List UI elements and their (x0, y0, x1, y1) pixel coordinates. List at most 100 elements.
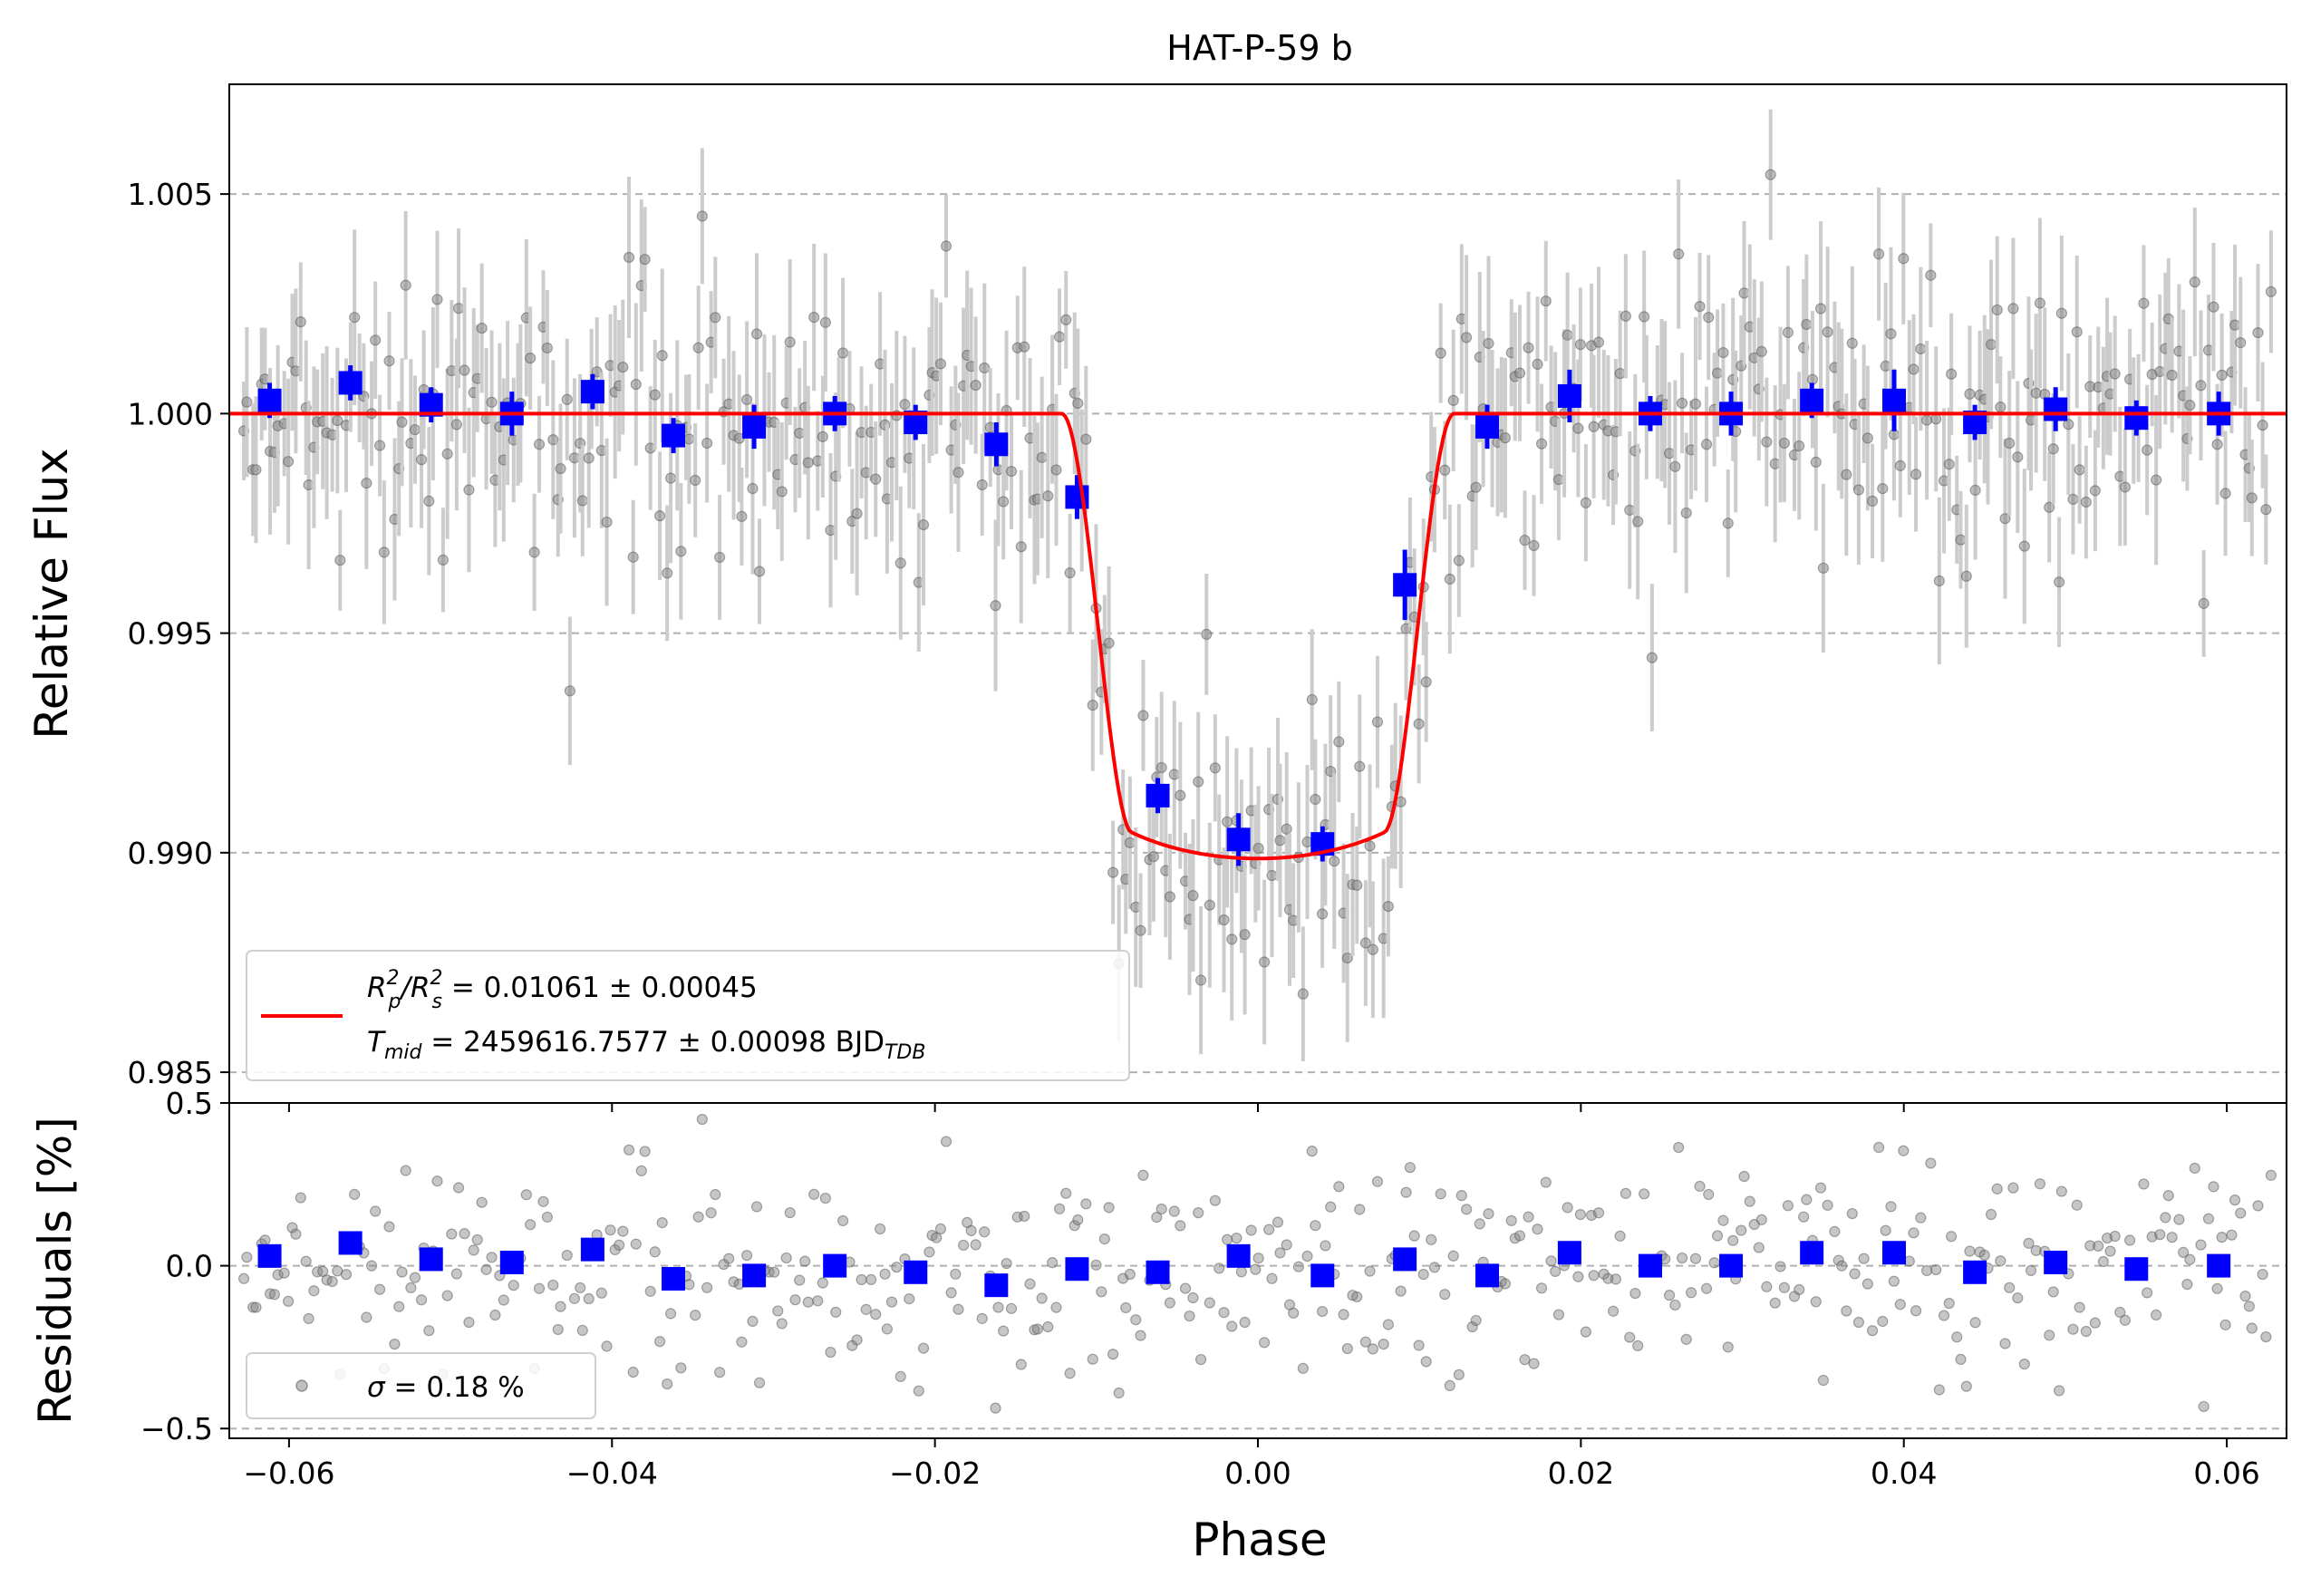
y-axis-label-residuals: Residuals [%] (29, 1117, 82, 1425)
raw-flux-point (1194, 974, 1207, 986)
raw-residual-point (1151, 1212, 1163, 1224)
raw-flux-point (1135, 924, 1146, 936)
raw-residual-point (250, 1301, 262, 1313)
raw-residual-point (552, 1323, 564, 1336)
raw-residual-point (1274, 1247, 1286, 1259)
raw-residual-point (1588, 1270, 1600, 1282)
raw-residual-point (272, 1269, 284, 1281)
raw-flux-point (1930, 413, 1942, 425)
legend-sigma-symbol: σ (367, 1371, 386, 1404)
raw-residual-point (1841, 1305, 1852, 1317)
raw-flux-point (1470, 481, 1482, 493)
raw-residual-point (1103, 1202, 1115, 1214)
raw-residual-point (2054, 1385, 2065, 1397)
raw-residual-point (2162, 1190, 2174, 1202)
raw-residual-point (1060, 1187, 1072, 1199)
binned-residual-marker (1393, 1247, 1417, 1272)
raw-residual-point (547, 1279, 559, 1291)
raw-residual-point (736, 1336, 748, 1348)
raw-residual-point (1130, 1314, 1142, 1326)
raw-residual-point (2023, 1237, 2035, 1249)
raw-flux-point (1168, 769, 1180, 780)
raw-flux-point (1711, 367, 1724, 379)
raw-residual-point (1908, 1227, 1919, 1239)
raw-residual-point (662, 1378, 673, 1390)
flux-tick-label: 1.005 (128, 177, 213, 212)
raw-flux-point (334, 555, 346, 566)
raw-flux-point (952, 467, 964, 479)
raw-residual-point (1096, 1286, 1107, 1298)
raw-residual-point (468, 1244, 479, 1256)
raw-flux-point (1908, 363, 1919, 375)
raw-residual-point (1090, 1259, 1102, 1271)
raw-flux-point (2257, 420, 2268, 431)
raw-flux-point (1042, 490, 1054, 502)
raw-flux-point (1877, 483, 1889, 495)
raw-residual-point (1179, 1282, 1192, 1294)
raw-flux-point (1528, 539, 1540, 552)
raw-residual-point (370, 1205, 382, 1217)
raw-flux-point (2055, 307, 2067, 319)
raw-residual-point (1925, 1157, 1937, 1169)
raw-residual-point (2093, 1240, 2104, 1253)
raw-flux-point (2012, 451, 2024, 463)
raw-flux-point (2235, 337, 2247, 349)
raw-flux-point (1080, 433, 1092, 445)
raw-residual-point (1113, 1387, 1125, 1399)
raw-flux-point (1371, 716, 1384, 728)
raw-residual-point (1024, 1278, 1036, 1290)
raw-flux-point (662, 567, 673, 579)
raw-flux-point (1778, 437, 1790, 450)
raw-residual-point (278, 1267, 290, 1279)
legend-tmid-sub: mid (384, 1041, 423, 1064)
raw-residual-point (976, 1312, 988, 1324)
raw-flux-point (1461, 332, 1473, 343)
raw-flux-point (561, 393, 573, 405)
phase-tick-label: −0.04 (566, 1456, 658, 1491)
raw-flux-point (2229, 319, 2241, 331)
raw-residual-point (1744, 1195, 1755, 1207)
raw-residual-point (1235, 1266, 1247, 1278)
raw-flux-point (1894, 459, 1906, 471)
raw-flux-point (409, 423, 421, 436)
raw-residual-point (992, 1301, 1004, 1313)
raw-residual-point (2181, 1279, 2193, 1291)
raw-flux-point (1663, 448, 1676, 459)
raw-residual-point (1532, 1224, 1543, 1235)
raw-residual-point (237, 1272, 250, 1284)
light-curve-legend: R2 p/R2 s = 0.01061 ± 0.00045 Tmid = 24596… (246, 950, 1130, 1081)
raw-residual-point (2198, 1400, 2209, 1413)
raw-residual-point (1193, 1207, 1204, 1219)
raw-residual-point (2025, 1264, 2037, 1276)
raw-flux-point (1614, 368, 1626, 380)
raw-flux-point (714, 551, 726, 564)
raw-flux-point (1281, 823, 1292, 835)
raw-residual-point (1413, 1340, 1425, 1351)
raw-residual-point (489, 1309, 501, 1321)
raw-residual-point (365, 1260, 378, 1272)
raw-residual-point (865, 1273, 877, 1285)
raw-flux-point (476, 322, 488, 334)
raw-residual-point (1910, 1305, 1922, 1317)
raw-residual-point (1064, 1368, 1076, 1379)
raw-flux-point (1316, 908, 1329, 920)
raw-flux-point (2054, 576, 2065, 588)
raw-flux-point (690, 474, 701, 487)
x-axis-label-phase: Phase (1192, 1514, 1327, 1566)
raw-flux-point (1222, 816, 1233, 827)
raw-residual-point (1252, 1253, 1264, 1264)
raw-residual-point (1592, 1207, 1605, 1219)
raw-flux-point (1588, 421, 1600, 432)
raw-residual-point (1272, 1216, 1284, 1228)
raw-residual-point (1426, 1233, 1437, 1245)
raw-residual-point (891, 1262, 903, 1273)
raw-flux-point (1124, 837, 1136, 849)
raw-residual-point (1801, 1194, 1813, 1205)
raw-flux-point (1535, 438, 1548, 450)
raw-residual-point (696, 1113, 708, 1126)
raw-residual-point (1120, 1301, 1132, 1314)
raw-residual-point (885, 1296, 898, 1308)
raw-residual-point (1832, 1254, 1844, 1266)
raw-residual-point (1164, 1297, 1176, 1309)
raw-flux-point (1532, 358, 1543, 370)
